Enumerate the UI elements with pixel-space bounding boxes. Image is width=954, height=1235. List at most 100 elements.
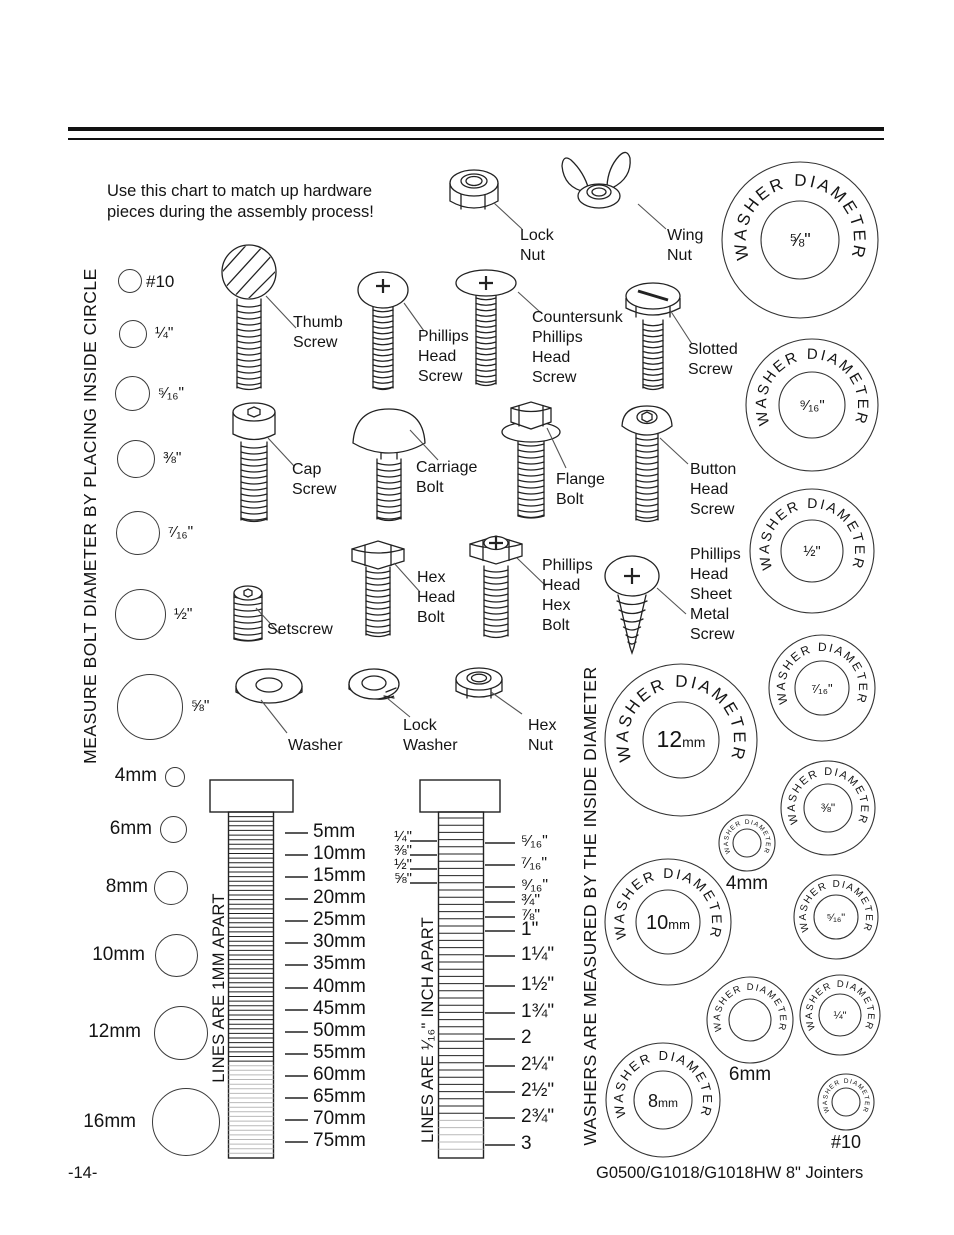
washer-circle-1-4: WASHER DIAMETER ¼" — [799, 974, 881, 1056]
washer-circle-4mm: WASHER DIAMETER — [718, 814, 776, 872]
bolt-circle-5-16-label: ⁵⁄₁₆" — [158, 385, 184, 402]
phillips-head-sheet-metal-screw-icon — [604, 555, 660, 656]
bolt-circle-16mm — [152, 1088, 220, 1156]
svg-text:½": ½" — [803, 544, 820, 560]
phillips-head-screw-icon — [357, 271, 409, 391]
footer-model-text: G0500/G1018/G1018HW 8" Jointers — [596, 1164, 864, 1182]
imperial-tick-7-8: ⅞" — [521, 907, 541, 924]
phillips-head-hex-bolt-label: Phillips Head Hex Bolt — [542, 557, 593, 634]
imperial-tick-3-4: ¾" — [521, 892, 541, 909]
metric-tick-10mm: 10mm — [313, 843, 366, 864]
wing-nut-icon — [561, 151, 631, 209]
washer-circle-10mm: WASHER DIAMETER 10mm — [604, 858, 732, 986]
cap-screw-icon — [232, 402, 276, 523]
imperial-tick-1-3-4: 1¾" — [521, 1001, 555, 1022]
top-rule-thin — [68, 138, 884, 140]
bolt-circle-10mm-label: 10mm — [92, 944, 145, 965]
carriage-bolt-icon — [352, 408, 426, 522]
washer-circle-6mm-label: 6mm — [728, 1064, 772, 1085]
bolt-circle-3-8 — [117, 440, 155, 478]
metric-tick-65mm: 65mm — [313, 1086, 366, 1107]
svg-text:8mm: 8mm — [648, 1091, 678, 1111]
bolt-circle-half-label: ½" — [174, 606, 193, 623]
bolt-circle-12mm — [154, 1006, 208, 1060]
svg-text:WASHER DIAMETER: WASHER DIAMETER — [756, 495, 868, 572]
imperial-left-tick-1-2: ½" — [394, 856, 412, 873]
washer-circle-5-8: WASHER DIAMETER ⅝" — [721, 161, 879, 319]
slotted-screw-icon — [625, 282, 681, 391]
bolt-circle-3-8-label: ⅜" — [163, 450, 182, 467]
bolt-circle-12mm-label: 12mm — [88, 1021, 141, 1042]
svg-text:WASHER DIAMETER: WASHER DIAMETER — [786, 766, 870, 826]
imperial-left-tick-5-8: ⅝" — [394, 870, 412, 887]
washer-circle-4mm-label: 4mm — [725, 873, 769, 894]
metric-tick-50mm: 50mm — [313, 1020, 366, 1041]
bolt-circle-4mm — [165, 767, 185, 787]
hex-head-bolt-label: Hex Head Bolt — [417, 569, 456, 626]
imperial-ruler-bolt — [410, 779, 515, 1159]
hex-head-bolt-icon — [351, 540, 405, 638]
washer-circle-6mm: WASHER DIAMETER — [706, 976, 794, 1064]
washer-icon — [235, 668, 303, 704]
metric-tick-30mm: 30mm — [313, 931, 366, 952]
svg-text:⅝": ⅝" — [789, 230, 810, 250]
bolt-circle-10-label: #10 — [146, 272, 175, 291]
svg-text:WASHER DIAMETER: WASHER DIAMETER — [804, 979, 876, 1032]
svg-text:WASHER DIAMETER: WASHER DIAMETER — [753, 346, 871, 428]
intro-text: Use this chart to match up hardware piec… — [107, 182, 374, 221]
lock-washer-icon — [348, 668, 400, 700]
carriage-bolt-label: Carriage Bolt — [416, 459, 478, 496]
washer-circle-9-16: WASHER DIAMETER ⁹⁄₁₆" — [745, 338, 879, 472]
hex-nut-label: Hex Nut — [528, 717, 557, 754]
bolt-circle-10mm — [155, 934, 198, 977]
metric-tick-75mm: 75mm — [313, 1130, 366, 1151]
bolt-circle-5-16 — [115, 376, 150, 411]
bolt-circle-6mm-label: 6mm — [109, 818, 152, 839]
bolt-circle-7-16-label: ⁷⁄₁₆" — [168, 524, 194, 541]
bolt-circle-quarter — [119, 320, 147, 348]
svg-text:WASHER DIAMETER: WASHER DIAMETER — [798, 879, 874, 934]
svg-text:⁷⁄₁₆": ⁷⁄₁₆" — [811, 681, 833, 696]
washer-circle-10-label: #10 — [830, 1132, 862, 1152]
bolt-circle-6mm — [160, 816, 187, 843]
svg-text:⅜": ⅜" — [821, 801, 835, 815]
imperial-tick-2-3-4: 2¾" — [521, 1106, 555, 1127]
bolt-circle-16mm-label: 16mm — [83, 1111, 136, 1132]
svg-text:⁹⁄₁₆": ⁹⁄₁₆" — [799, 397, 824, 414]
svg-text:WASHER DIAMETER: WASHER DIAMETER — [712, 982, 788, 1033]
bolt-circle-quarter-label: ¼" — [155, 325, 174, 342]
imperial-tick-3: 3 — [521, 1133, 532, 1154]
lock-nut-icon — [449, 169, 499, 210]
bolt-circle-5-8-label: ⅝" — [191, 698, 210, 715]
flange-bolt-label: Flange Bolt — [556, 471, 605, 508]
imperial-tick-1-1-2: 1½" — [521, 974, 555, 995]
metric-tick-20mm: 20mm — [313, 887, 366, 908]
phillips-head-hex-bolt-icon — [469, 535, 523, 639]
phillips-head-screw-label: Phillips Head Screw — [418, 328, 469, 385]
flange-bolt-icon — [501, 401, 561, 519]
washer-circle-1-2: WASHER DIAMETER ½" — [749, 488, 875, 614]
setscrew-icon — [233, 585, 263, 642]
imperial-tick-2: 2 — [521, 1027, 532, 1048]
bolt-circle-7-16 — [116, 511, 160, 555]
page-number: -14- — [68, 1164, 98, 1182]
imperial-left-tick-3-8: ⅜" — [394, 842, 412, 859]
imperial-tick-2-1-2: 2½" — [521, 1080, 555, 1101]
metric-tick-40mm: 40mm — [313, 976, 366, 997]
imperial-tick-2-1-4: 2¼" — [521, 1054, 555, 1075]
metric-ruler-bolt — [209, 779, 308, 1159]
imperial-tick-5-16: ⁵⁄₁₆" — [521, 833, 548, 850]
imperial-tick-7-16: ⁷⁄₁₆" — [521, 855, 547, 872]
svg-text:12mm: 12mm — [657, 726, 706, 752]
bolt-circle-8mm-label: 8mm — [105, 876, 148, 897]
washer-label: Washer — [288, 737, 343, 754]
metric-tick-45mm: 45mm — [313, 998, 366, 1019]
svg-text:WASHER DIAMETER: WASHER DIAMETER — [723, 819, 771, 855]
top-rule-thick — [68, 127, 884, 131]
svg-text:WASHER DIAMETER: WASHER DIAMETER — [774, 640, 870, 706]
washer-circle-3-8: WASHER DIAMETER ⅜" — [780, 760, 876, 856]
imperial-tick-1: 1" — [521, 919, 539, 940]
washer-circle-5-16: WASHER DIAMETER ⁵⁄₁₆" — [793, 874, 879, 960]
